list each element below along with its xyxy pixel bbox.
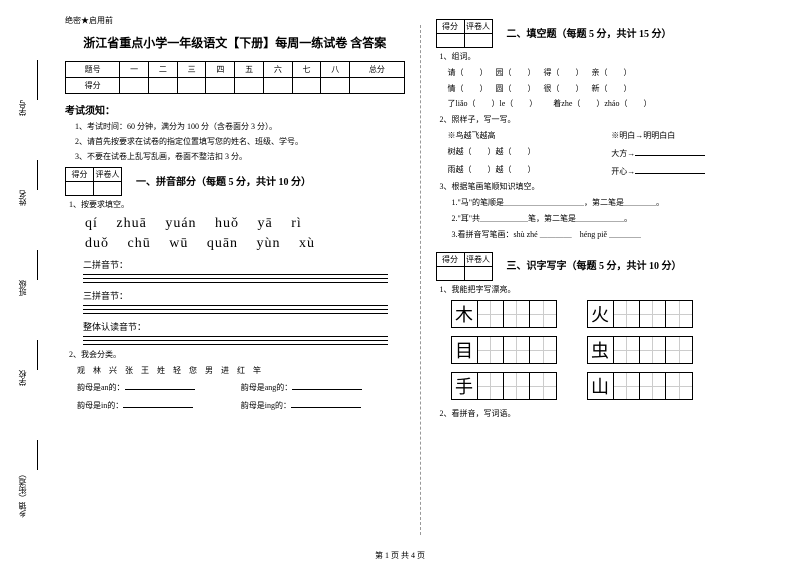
stroke-item: 3.看拼音写笔画：shù zhé ＿＿＿＿ héng piě ＿＿＿＿ [452,229,776,242]
word-row: 了liǎo（ ）le（ ） 着zhe（ ）zháo（ ） [448,98,776,111]
two-syllable-label: 二拼音节： [83,258,405,271]
exam-title: 浙江省重点小学一年级语文【下册】每周一练试卷 含答案 [65,34,405,51]
stroke-item: 1."马"的笔顺是＿＿＿＿＿＿＿＿＿＿，第二笔是＿＿＿＿。 [452,197,776,210]
grader-box: 得分评卷人 [436,252,493,281]
char-cell: 木 [452,301,478,327]
char-cell: 火 [588,301,614,327]
stroke-item: 2."耳"共＿＿＿＿＿＿笔，第二笔是＿＿＿＿＿＿。 [452,213,776,226]
pattern-row: 树越（ ）越（ ） 大方→ [448,146,776,161]
bind-label: 乡镇（街道） [17,470,28,518]
page-footer: 第 1 页 共 4 页 [0,550,800,561]
s3q1: 1、我能把字写漂亮。 [440,284,776,297]
pinyin-row: duǒ chū wū quān yùn xù [85,236,405,252]
grader-box: 得分评卷人 [436,19,493,48]
classify-row: 韵母是an的： 韵母是ang的： [77,380,405,395]
char-cell: 虫 [588,337,614,363]
right-column: 得分评卷人 二、填空题（每题 5 分，共计 15 分） 1、组词。 请（ ） 园… [421,15,791,540]
bind-label: 姓名 [17,190,28,206]
bind-label: 班级 [17,280,28,296]
classify-row: 韵母是in的： 韵母是ing的： [77,398,405,413]
notice-item: 1、考试时间：60 分钟，满分为 100 分（含卷面分 3 分）。 [75,121,405,133]
answer-lines [83,336,405,345]
s3q2: 2、看拼音，写词语。 [440,408,776,421]
answer-lines [83,305,405,314]
score-table: 题号 一 二 三 四 五 六 七 八 总分 得分 [65,61,405,94]
answer-lines [83,274,405,283]
s2q1: 1、组词。 [440,51,776,64]
notice-item: 2、请首先按要求在试卷的指定位置填写您的姓名、班级、学号。 [75,136,405,148]
whole-read-label: 整体认读音节： [83,320,405,333]
notice-heading: 考试须知： [65,102,405,117]
q1: 1、按要求填空。 [69,199,405,212]
char-practice-row: 手 山 [451,372,776,400]
s2q3: 3、根据笔画笔顺知识填空。 [440,181,776,194]
s2q2: 2、照样子，写一写。 [440,114,776,127]
char-practice-row: 木 火 [451,300,776,328]
secret-label: 绝密★启用前 [65,15,405,26]
char-cell: 目 [452,337,478,363]
char-list: 观 林 兴 张 王 姓 轻 您 男 进 红 竿 [77,365,405,378]
grader-box: 得分评卷人 [65,167,122,196]
binding-margin: 乡镇（街道） 学校 班级 姓名 学号 [5,10,45,530]
bind-label: 学校 [17,370,28,386]
q2: 2、我会分类。 [69,349,405,362]
word-row: 请（ ） 园（ ） 得（ ） 亲（ ） [448,67,776,80]
char-cell: 山 [588,373,614,399]
word-row: 情（ ） 圆（ ） 很（ ） 新（ ） [448,83,776,96]
example-row: ※鸟越飞越高 ※明白→明明白白 [448,130,776,143]
notice-item: 3、不要在试卷上乱写乱画，卷面不整洁扣 3 分。 [75,151,405,163]
section2-title: 二、填空题（每题 5 分，共计 15 分） [507,25,776,40]
three-syllable-label: 三拼音节： [83,289,405,302]
left-column: 绝密★启用前 浙江省重点小学一年级语文【下册】每周一练试卷 含答案 题号 一 二… [50,15,420,540]
bind-label: 学号 [17,100,28,116]
pinyin-row: qí zhuā yuán huǒ yā rì [85,216,405,232]
char-practice-row: 目 虫 [451,336,776,364]
pattern-row: 雨越（ ）越（ ） 开心→ [448,164,776,179]
section1-title: 一、拼音部分（每题 5 分，共计 10 分） [136,173,405,188]
char-cell: 手 [452,373,478,399]
section3-title: 三、识字写字（每题 5 分，共计 10 分） [507,257,776,272]
